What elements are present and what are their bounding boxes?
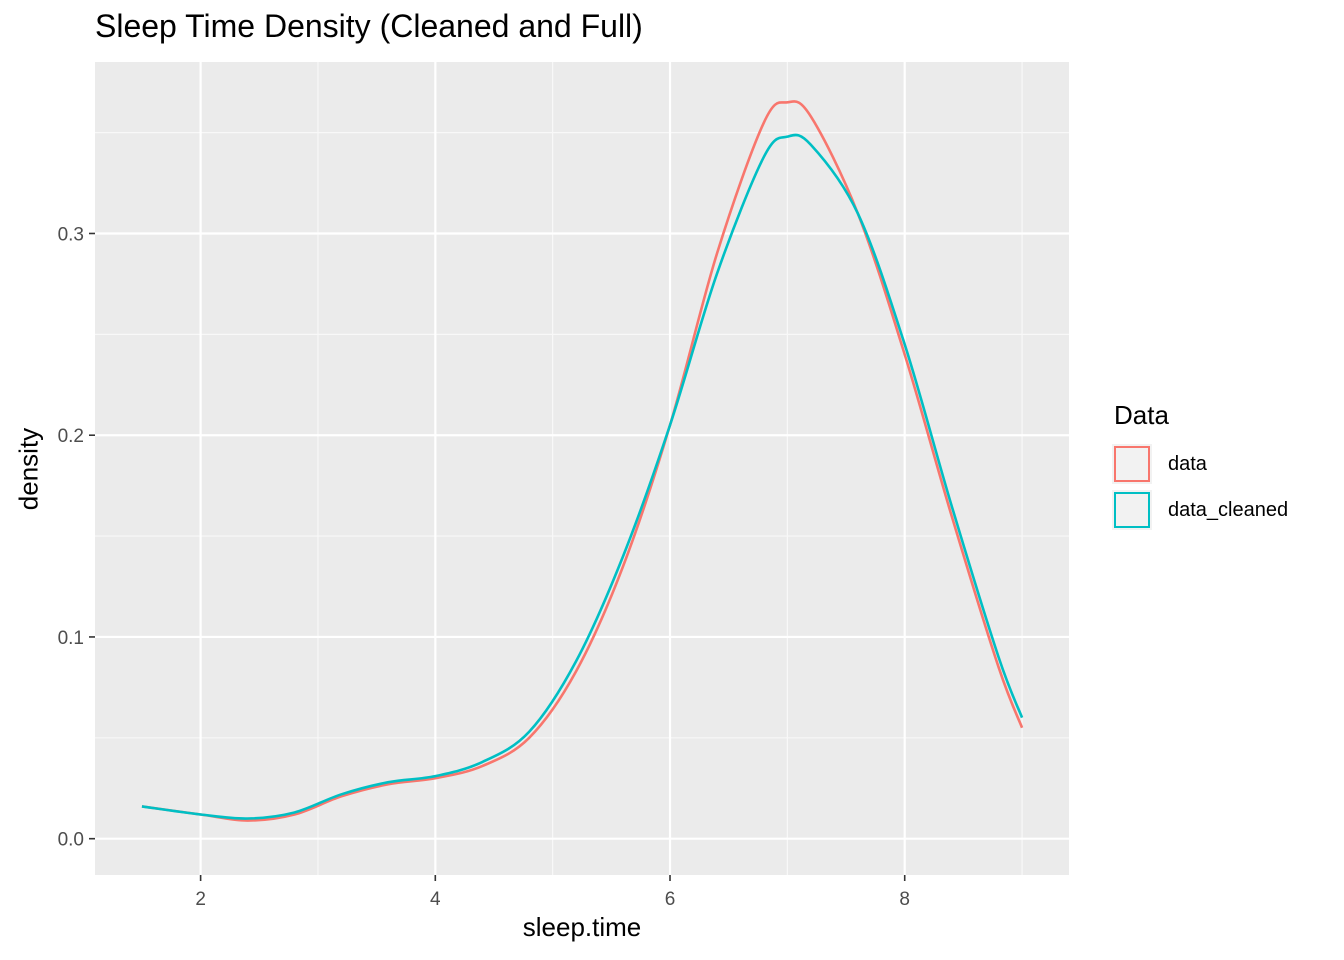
tick-labels: 2 4 6 8 0.0 0.1 0.2 0.3 [58, 224, 910, 910]
major-gridlines [95, 62, 1069, 875]
x-axis-label: sleep.time [522, 912, 642, 942]
x-tick-label: 2 [195, 889, 206, 910]
legend-item-data-cleaned: data_cleaned [1112, 487, 1288, 533]
x-tick-label: 6 [665, 889, 676, 910]
legend-swatch-data [1114, 446, 1150, 482]
x-tick-label: 4 [430, 889, 441, 910]
minor-gridlines [95, 62, 1069, 875]
legend: Data data data_cleaned [1112, 400, 1288, 533]
y-tick-label: 0.1 [58, 628, 84, 649]
x-tick-label: 8 [899, 889, 910, 910]
legend-item-data: data [1112, 441, 1288, 487]
legend-label-data-cleaned: data_cleaned [1168, 498, 1289, 521]
density-curves [141, 100, 1024, 822]
y-tick-label: 0.2 [58, 426, 84, 447]
legend-key-data-cleaned [1112, 490, 1152, 530]
axis-ticks [89, 232, 906, 881]
legend-key-data [1112, 444, 1152, 484]
legend-title: Data [1114, 400, 1169, 430]
plot-panel [95, 62, 1069, 875]
legend-label-data: data [1168, 452, 1207, 475]
density-curve-data-cleaned [141, 133, 1024, 820]
y-tick-label: 0.3 [58, 224, 84, 245]
y-axis-label: density [13, 427, 44, 511]
chart-title: Sleep Time Density (Cleaned and Full) [95, 8, 643, 44]
y-tick-label: 0.0 [58, 830, 84, 851]
legend-swatch-data-cleaned [1114, 492, 1150, 528]
